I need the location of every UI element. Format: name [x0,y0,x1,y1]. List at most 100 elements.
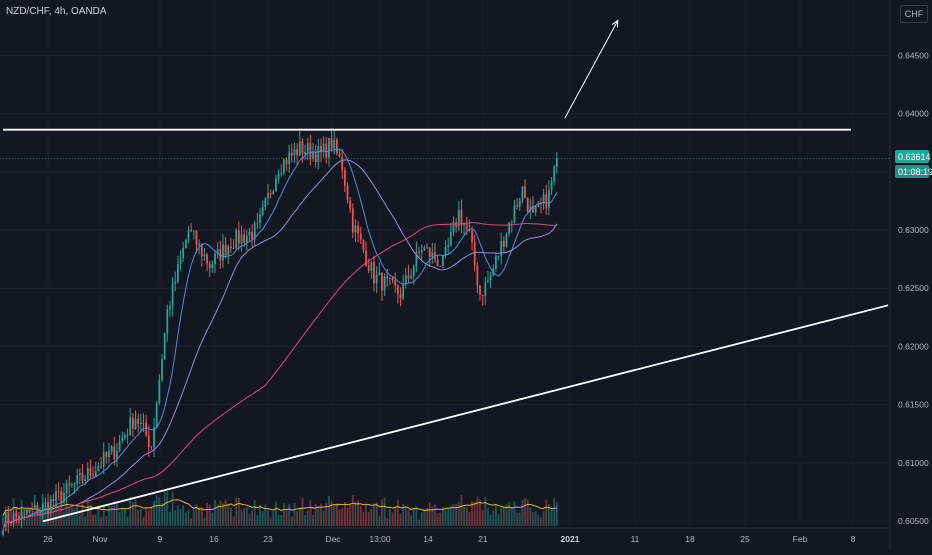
volume-bar [275,501,277,526]
price-tick-label: 0.60500 [898,516,929,526]
volume-bar [410,515,412,526]
volume-bar [163,491,166,526]
volume-bar [301,497,304,526]
volume-bar [195,504,198,526]
candle [36,505,39,515]
volume-bar [211,512,214,526]
volume-bar [312,514,314,526]
time-tick-label: 16 [209,534,219,544]
volume-bar [365,504,367,526]
drawings [0,19,890,523]
volume-bar [420,512,423,526]
candle [505,233,508,247]
candle [322,143,325,152]
candle [166,309,169,334]
candle [423,247,426,251]
volume-bar [153,500,155,526]
volume-bar [473,501,476,526]
candle [63,493,65,503]
volume-bar [2,515,4,526]
volume-bar [492,510,495,526]
volume-bar [320,503,322,526]
candle [235,230,238,249]
time-tick-label: 9 [158,534,163,544]
volume-bar [150,506,153,526]
candle [169,306,171,310]
candle [272,191,275,195]
candle [444,246,447,256]
volume-bar [259,504,261,526]
time-tick-label: Feb [793,534,808,544]
candle [545,194,548,208]
candle [280,173,283,174]
volume-bar [267,510,269,526]
volume-bar [463,506,465,526]
candle [253,223,256,240]
volume-bar [333,504,336,526]
volume-bar [113,501,116,526]
volume-bar [383,497,386,526]
candle [269,193,272,195]
volume-bar [219,500,222,526]
volume-bar [63,511,65,526]
currency-button[interactable]: CHF [900,5,928,23]
volume-bar [57,505,60,526]
candle [555,158,558,167]
candle [7,512,10,524]
volume-bar [521,499,524,526]
volume-bar [187,509,190,526]
candle [12,513,15,524]
candle [402,283,405,299]
candle [532,206,534,213]
candle [237,230,240,244]
candle [365,250,367,266]
candle [381,272,383,291]
volume-bar [102,506,105,526]
last-price-label: 0.63614 [898,152,931,162]
candle [150,446,153,448]
candle [28,509,31,513]
time-tick-label: 2021 [561,534,580,544]
volume-bar [325,503,328,526]
volume-bar [269,517,272,526]
candle [317,145,320,163]
candle [134,418,137,429]
candle [52,498,55,502]
volume-bar [370,509,373,526]
volume-bar [76,506,79,526]
candle [187,229,190,240]
volume-bar [44,505,47,526]
volume-bar [139,508,142,526]
volume-bar [375,502,378,526]
volume-bar [502,506,505,526]
ma-slow-line [2,222,557,531]
volume-bar [126,516,129,526]
volume-bar [174,510,177,526]
candle [232,248,235,249]
volume-bar [118,511,121,526]
candle [338,153,341,157]
volume-bar [243,508,246,526]
candle [113,446,116,460]
volume-bar [100,516,102,526]
volume-bar [304,515,306,526]
candle [309,143,312,159]
volume-bar [256,515,259,526]
candle [84,479,87,482]
volume-bar [481,509,484,526]
volume-bar [389,508,391,526]
candle [68,483,71,486]
time-tick-label: 21 [478,534,488,544]
candle [526,197,529,212]
candle [131,417,134,429]
volume-bar [131,501,134,526]
volume-bar [351,495,354,526]
candle [452,222,455,232]
candle [285,159,288,165]
candle [508,222,511,234]
trendline-line [42,304,889,523]
volume-bar [134,499,137,526]
volume-bar [452,504,455,526]
